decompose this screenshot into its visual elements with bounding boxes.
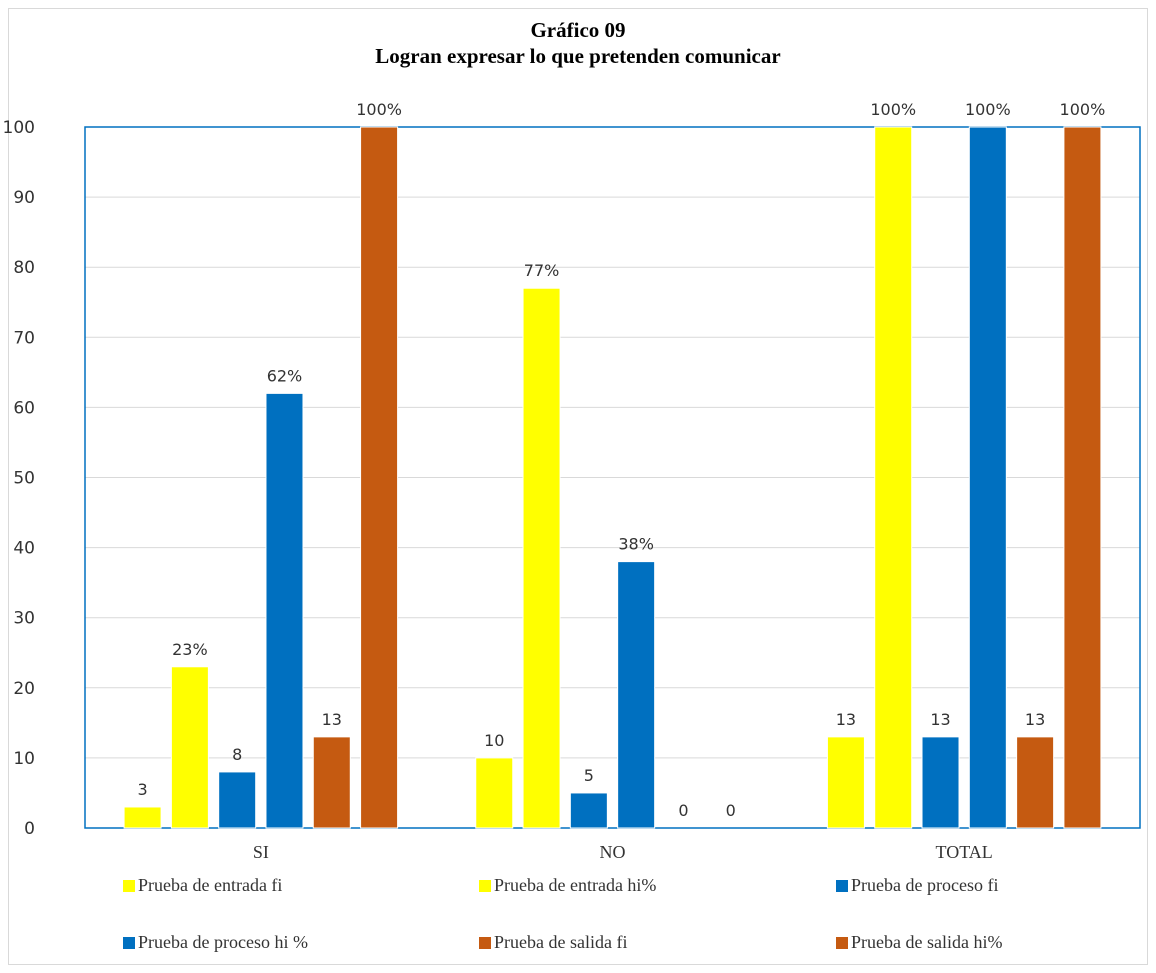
legend-swatch bbox=[123, 936, 135, 949]
chart-subtitle: Logran expresar lo que pretenden comunic… bbox=[375, 44, 781, 68]
x-category-label: TOTAL bbox=[936, 842, 993, 862]
bar bbox=[569, 792, 608, 829]
bar bbox=[826, 736, 865, 829]
data-label: 13 bbox=[1025, 710, 1045, 729]
data-label: 13 bbox=[930, 710, 950, 729]
data-label: 62% bbox=[267, 366, 303, 385]
data-label: 3 bbox=[137, 780, 147, 799]
legend-swatch bbox=[479, 936, 491, 949]
data-label: 10 bbox=[484, 731, 504, 750]
legend-swatch bbox=[836, 936, 848, 949]
legend-item: Prueba de salida hi% bbox=[836, 932, 1002, 953]
legend-item: Prueba de entrada fi bbox=[123, 875, 282, 896]
y-tick-label: 30 bbox=[13, 609, 35, 629]
legend-swatch bbox=[836, 879, 848, 892]
legend-label: Prueba de entrada hi% bbox=[494, 875, 657, 895]
data-label: 0 bbox=[678, 801, 688, 820]
legend-item: Prueba de salida fi bbox=[479, 932, 627, 953]
data-label: 77% bbox=[524, 261, 560, 280]
legend-label: Prueba de salida hi% bbox=[851, 932, 1003, 952]
data-label: 100% bbox=[356, 100, 402, 119]
legend-label: Prueba de entrada fi bbox=[138, 875, 283, 895]
bar bbox=[170, 666, 209, 829]
data-label: 23% bbox=[172, 640, 208, 659]
data-label: 100% bbox=[870, 100, 916, 119]
bar bbox=[921, 736, 960, 829]
data-label: 38% bbox=[618, 535, 654, 554]
legend-item: Prueba de proceso hi % bbox=[123, 932, 308, 953]
data-label: 13 bbox=[836, 710, 856, 729]
bar bbox=[522, 287, 561, 829]
data-label: 100% bbox=[965, 100, 1011, 119]
bar bbox=[1063, 126, 1102, 829]
bar bbox=[475, 757, 514, 829]
y-tick-label: 90 bbox=[13, 188, 35, 208]
plot-border bbox=[84, 126, 1141, 829]
legend-swatch bbox=[123, 879, 135, 892]
x-category-label: NO bbox=[600, 842, 626, 862]
bar bbox=[874, 126, 913, 829]
legend-swatch bbox=[479, 879, 491, 892]
y-tick-label: 70 bbox=[13, 328, 35, 348]
bar bbox=[360, 126, 399, 829]
x-category-label: SI bbox=[253, 842, 269, 862]
legend-label: Prueba de proceso hi % bbox=[138, 932, 308, 952]
bar bbox=[218, 771, 257, 829]
y-tick-label: 80 bbox=[13, 258, 35, 278]
y-tick-label: 0 bbox=[24, 819, 35, 839]
legend-item: Prueba de proceso fi bbox=[836, 875, 998, 896]
y-tick-label: 60 bbox=[13, 398, 35, 418]
bar bbox=[617, 561, 656, 829]
data-label: 13 bbox=[322, 710, 342, 729]
data-label: 8 bbox=[232, 745, 242, 764]
chart-title: Gráfico 09 bbox=[530, 18, 626, 42]
legend-label: Prueba de proceso fi bbox=[851, 875, 999, 895]
bar bbox=[968, 126, 1007, 829]
y-tick-label: 10 bbox=[13, 749, 35, 769]
y-tick-label: 40 bbox=[13, 539, 35, 559]
y-tick-label: 20 bbox=[13, 679, 35, 699]
y-tick-label: 100 bbox=[3, 118, 35, 138]
bar bbox=[265, 392, 304, 829]
data-label: 100% bbox=[1060, 100, 1106, 119]
legend-label: Prueba de salida fi bbox=[494, 932, 628, 952]
bar bbox=[312, 736, 351, 829]
data-label: 5 bbox=[584, 766, 594, 785]
y-tick-label: 50 bbox=[13, 469, 35, 489]
legend-item: Prueba de entrada hi% bbox=[479, 875, 656, 896]
data-label: 0 bbox=[726, 801, 736, 820]
bar bbox=[123, 806, 162, 829]
bar bbox=[1016, 736, 1055, 829]
